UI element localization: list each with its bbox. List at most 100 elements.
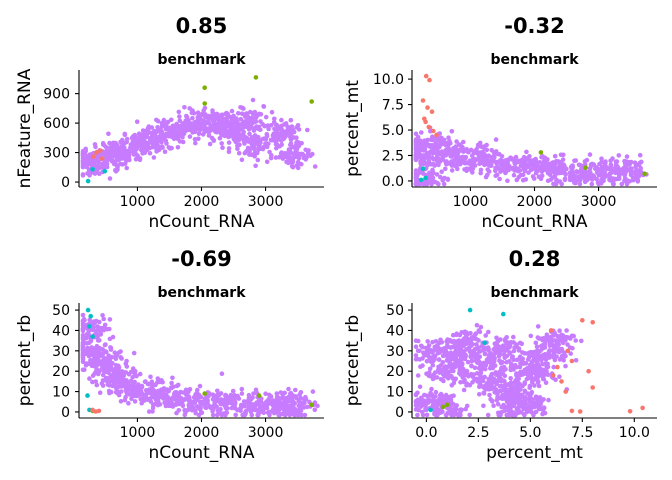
- data-point: [445, 177, 451, 182]
- series-3: [90, 407, 102, 414]
- data-point: [540, 361, 545, 367]
- data-point: [290, 127, 296, 133]
- data-point: [534, 373, 539, 378]
- series-0: [413, 322, 584, 418]
- data-point: [141, 395, 146, 400]
- data-point: [202, 391, 207, 396]
- data-point: [552, 174, 558, 179]
- data-point: [247, 131, 252, 137]
- data-point: [535, 324, 541, 329]
- data-point: [584, 157, 590, 163]
- data-point: [256, 407, 262, 412]
- data-point: [106, 131, 111, 137]
- data-point: [642, 171, 647, 177]
- y-axis-label: percent_rb: [15, 315, 35, 406]
- x-axis-label: nCount_RNA: [482, 212, 588, 232]
- data-point: [82, 367, 87, 373]
- data-point: [522, 381, 527, 387]
- data-point: [414, 356, 420, 362]
- data-point: [511, 348, 517, 354]
- data-point: [431, 397, 436, 403]
- data-point: [293, 387, 298, 393]
- data-point: [415, 338, 421, 344]
- data-point: [423, 351, 429, 357]
- data-point: [90, 334, 95, 339]
- data-point: [282, 412, 288, 418]
- data-point: [155, 376, 161, 381]
- data-point: [271, 403, 276, 409]
- data-point: [424, 412, 430, 418]
- data-point: [162, 149, 168, 154]
- y-axis-label: percent_mt: [343, 80, 363, 177]
- data-point: [286, 160, 291, 166]
- data-point: [193, 408, 198, 413]
- data-point: [282, 390, 288, 396]
- data-point: [418, 177, 424, 183]
- data-point: [274, 391, 280, 396]
- data-point: [131, 384, 136, 390]
- data-point: [228, 392, 234, 398]
- data-point: [90, 407, 95, 413]
- data-point: [207, 391, 212, 397]
- data-point: [502, 354, 508, 360]
- data-point: [430, 167, 435, 173]
- data-point: [538, 370, 543, 375]
- data-point: [482, 351, 488, 357]
- data-point: [542, 410, 548, 416]
- data-point: [87, 376, 92, 381]
- data-point: [605, 166, 611, 172]
- data-point: [499, 365, 504, 371]
- data-point: [242, 137, 248, 142]
- data-point: [442, 349, 448, 355]
- data-point: [256, 393, 262, 398]
- data-point: [483, 174, 489, 180]
- data-point: [444, 368, 450, 374]
- data-point: [132, 399, 138, 404]
- data-point: [417, 384, 423, 390]
- data-point: [290, 164, 296, 170]
- correlation-value: -0.69: [171, 247, 232, 271]
- data-point: [310, 389, 316, 394]
- data-point: [116, 368, 122, 374]
- data-point: [527, 383, 533, 389]
- x-tick-label: 1000: [120, 194, 156, 210]
- data-point: [635, 177, 640, 183]
- data-point: [547, 348, 552, 353]
- x-tick-label: 3000: [581, 194, 617, 210]
- data-point: [557, 328, 562, 334]
- data-point: [622, 172, 627, 178]
- data-point: [144, 391, 149, 397]
- data-point: [286, 394, 292, 400]
- data-point: [263, 391, 268, 397]
- data-point: [449, 168, 455, 173]
- data-point: [106, 370, 111, 376]
- data-point: [429, 357, 434, 363]
- data-point: [419, 130, 424, 135]
- data-point: [601, 178, 606, 183]
- data-point: [620, 167, 625, 172]
- data-point: [519, 369, 524, 375]
- data-point: [172, 390, 177, 396]
- data-point: [577, 181, 583, 187]
- data-point: [164, 392, 169, 397]
- data-point: [634, 167, 639, 173]
- data-point: [246, 392, 252, 398]
- data-point: [507, 405, 512, 411]
- data-point: [90, 373, 96, 378]
- data-point: [84, 348, 90, 353]
- data-point: [226, 149, 232, 155]
- data-point: [429, 109, 435, 114]
- y-tick-label: 20: [386, 364, 404, 380]
- data-point: [574, 178, 579, 184]
- data-point: [477, 392, 482, 397]
- data-point: [129, 143, 135, 149]
- correlation-value: -0.32: [504, 14, 565, 38]
- data-point: [550, 373, 556, 378]
- y-tick-label: 0: [395, 405, 404, 421]
- data-point: [422, 160, 428, 166]
- data-point: [423, 119, 428, 125]
- data-point: [224, 394, 230, 400]
- data-point: [294, 135, 299, 140]
- data-point: [495, 151, 500, 157]
- x-axis-label: nCount_RNA: [149, 443, 255, 463]
